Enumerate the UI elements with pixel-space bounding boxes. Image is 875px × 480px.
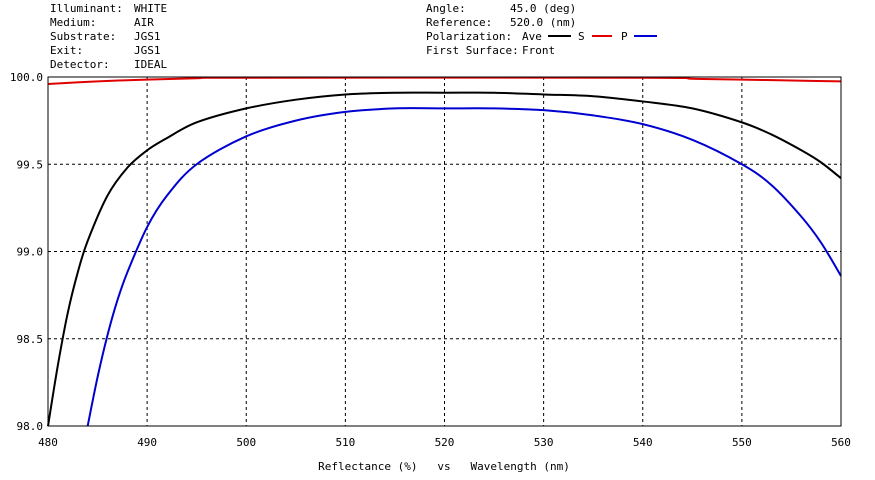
- y-tick-label: 99.5: [17, 158, 44, 171]
- exit-value: JGS1: [134, 44, 161, 57]
- detector-value: IDEAL: [134, 58, 167, 71]
- legend-p-label: P: [621, 30, 628, 43]
- medium-value: AIR: [134, 16, 154, 29]
- plot-frame: [47, 76, 842, 427]
- series-line-ave: [47, 91, 842, 427]
- y-tick-label: 98.0: [17, 420, 44, 433]
- x-tick-label: 520: [435, 436, 455, 449]
- illuminant-value: WHITE: [134, 2, 167, 15]
- x-tick-label: 540: [633, 436, 653, 449]
- medium-label: Medium:: [50, 16, 96, 29]
- header-left: Illuminant: WHITE Medium: AIR Substrate:…: [50, 2, 167, 71]
- plot-area: [47, 76, 842, 427]
- exit-label: Exit:: [50, 44, 83, 57]
- angle-label: Angle:: [426, 2, 466, 15]
- x-tick-label: 560: [831, 436, 851, 449]
- x-axis-label: Reflectance (%) vs Wavelength (nm): [318, 460, 570, 473]
- y-tick-label: 99.0: [17, 246, 44, 259]
- illuminant-label: Illuminant:: [50, 2, 123, 15]
- x-tick-label: 550: [732, 436, 752, 449]
- x-tick-label: 490: [137, 436, 157, 449]
- substrate-value: JGS1: [134, 30, 161, 43]
- x-tick-label: 500: [236, 436, 256, 449]
- legend-ave-label: Ave: [522, 30, 542, 43]
- header-right: Angle: 45.0 (deg) Reference: 520.0 (nm) …: [426, 2, 657, 57]
- first-surface-value: Front: [522, 44, 555, 57]
- series-group: [47, 76, 842, 427]
- angle-value: 45.0 (deg): [510, 2, 576, 15]
- series-line-p: [86, 107, 842, 427]
- reference-label: Reference:: [426, 16, 492, 29]
- x-tick-label: 480: [38, 436, 58, 449]
- x-tick-label: 510: [335, 436, 355, 449]
- x-tick-label: 530: [534, 436, 554, 449]
- y-tick-label: 98.5: [17, 333, 44, 346]
- substrate-label: Substrate:: [50, 30, 116, 43]
- first-surface-label: First Surface:: [426, 44, 519, 57]
- polarization-label: Polarization:: [426, 30, 512, 43]
- y-tick-labels: 98.0 98.5 99.0 99.5 100.0: [10, 71, 43, 433]
- series-line-s: [47, 76, 842, 85]
- reference-value: 520.0 (nm): [510, 16, 576, 29]
- detector-label: Detector:: [50, 58, 110, 71]
- grid: [48, 77, 841, 426]
- x-tick-labels: 480 490 500 510 520 530 540 550 560: [38, 436, 851, 449]
- legend-s-label: S: [578, 30, 585, 43]
- y-tick-label: 100.0: [10, 71, 43, 84]
